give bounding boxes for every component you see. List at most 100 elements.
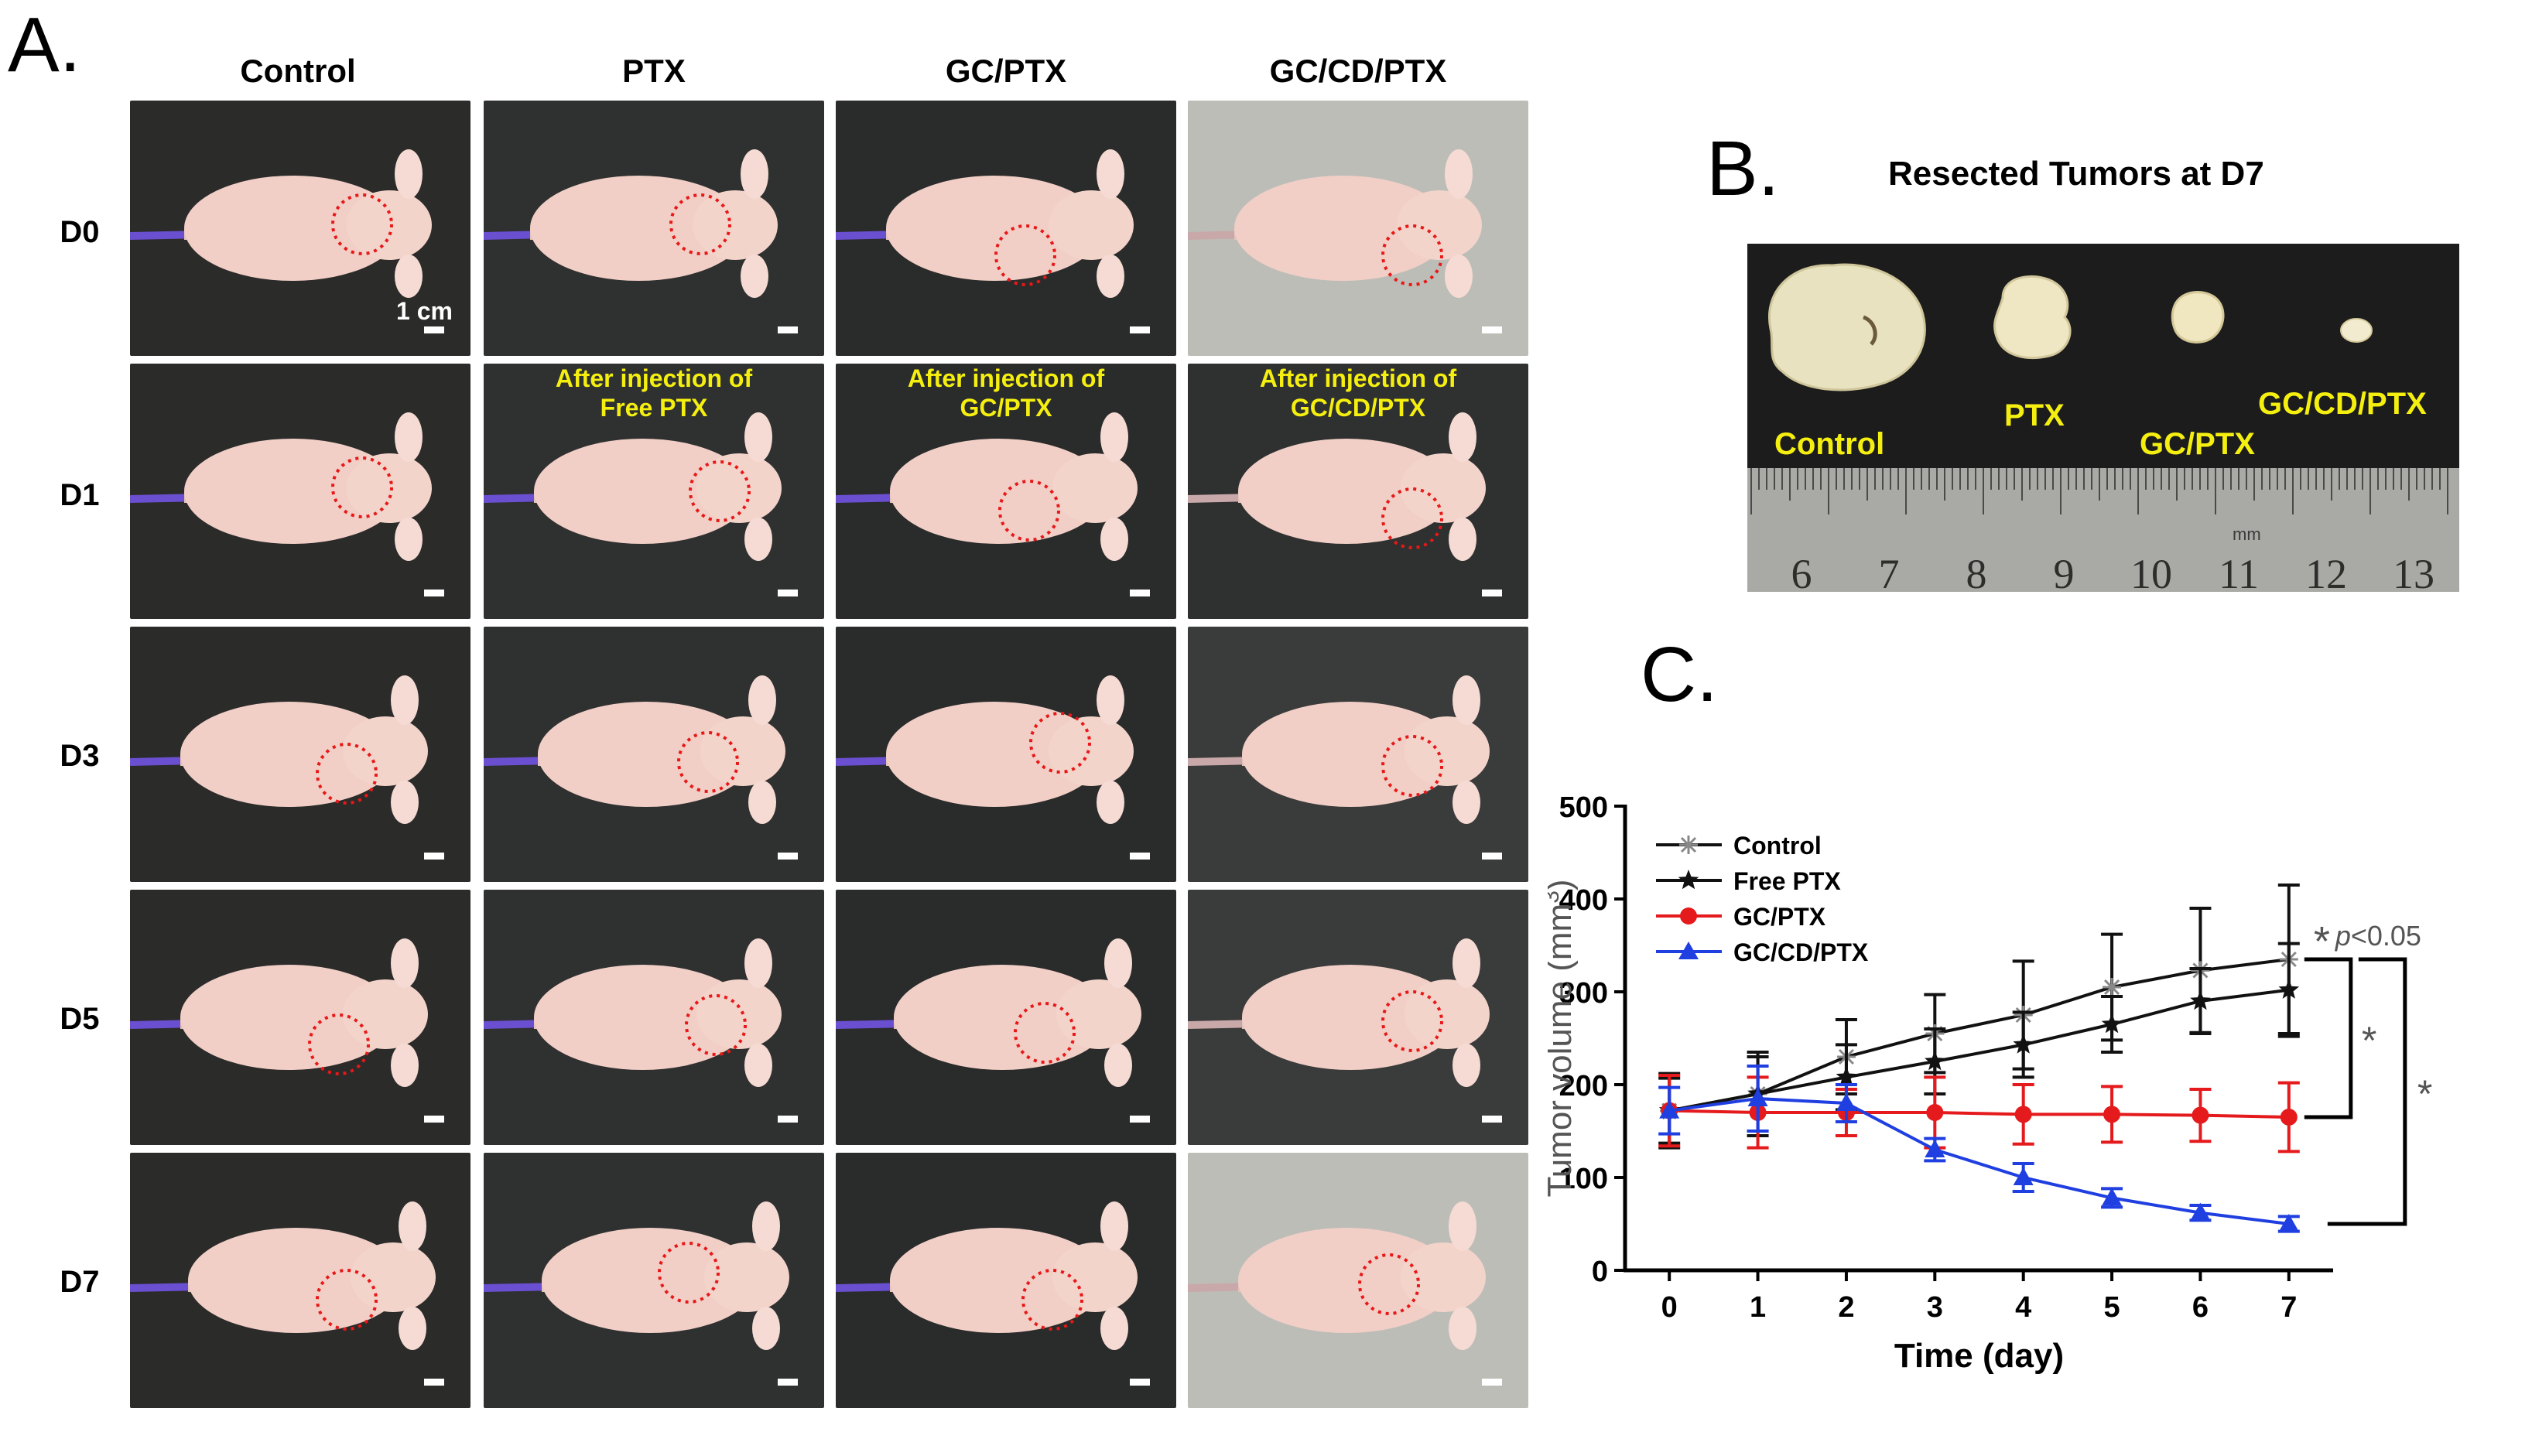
data-point: [2103, 1106, 2121, 1123]
tumor-control: [1768, 263, 1926, 391]
series-gc-ptx: [1658, 1074, 2300, 1154]
tumor-control-detail: [1862, 315, 1877, 346]
row-header-d0: D0: [60, 215, 100, 249]
tumor-label-gc-ptx: GC/PTX: [2140, 427, 2255, 461]
row-header-d7: D7: [60, 1265, 100, 1299]
legend-marker: [1678, 870, 1699, 890]
bracket-outer: [2327, 957, 2407, 1226]
significance-p-letter: p: [2335, 920, 2351, 952]
data-point: [1925, 1140, 1945, 1157]
ruler-number: 11: [2219, 551, 2259, 592]
data-point: [2278, 979, 2300, 999]
mouse-photo-gc-cd-ptx-d5: [1188, 890, 1528, 1145]
x-ticks: 0 1 2 3 4 5 6 7: [1661, 1270, 2297, 1324]
series-line: [1668, 988, 2290, 1113]
panel-c-letter: C.: [1641, 631, 1718, 718]
legend-label: Free PTX: [1733, 867, 1841, 895]
injection-note-free-ptx-line1: After injection of: [555, 364, 753, 392]
injection-note-gc-ptx-line2: GC/PTX: [960, 394, 1052, 422]
data-point: [1836, 1093, 1856, 1111]
significance-p-value: <0.05: [2351, 920, 2421, 952]
y-axis-title-sup: 3: [1548, 890, 1564, 904]
data-point: [2013, 1167, 2034, 1185]
panel-b-title: Resected Tumors at D7: [1888, 155, 2264, 193]
data-point: [1926, 1104, 1944, 1121]
injection-note-free-ptx: After injection of Free PTX: [484, 364, 824, 422]
x-tick-label: 2: [1838, 1291, 1854, 1324]
row-header-d1: D1: [60, 478, 100, 512]
ruler-number: 10: [2130, 551, 2172, 592]
x-tick-label: 1: [1750, 1291, 1766, 1324]
legend-label: Control: [1733, 832, 1822, 860]
mouse-photo-gc-ptx-d1: [836, 364, 1176, 619]
y-ticks: 0 100 200 300 400 500: [1559, 791, 1625, 1288]
ruler-number: 7: [1879, 551, 1900, 592]
row-header-d5: D5: [60, 1002, 100, 1036]
data-point: [1836, 1066, 1857, 1086]
ruler-number: 13: [2393, 551, 2434, 592]
mouse-photo-gc-ptx-d7: [836, 1153, 1176, 1408]
x-tick-label: 3: [1927, 1291, 1943, 1324]
mouse-photo-ptx-d1: [484, 364, 824, 619]
ruler-ticks: 6 7 8 9 10 11 12 13: [1750, 468, 2448, 592]
mouse-photo-gc-cd-ptx-d0: [1188, 101, 1528, 356]
x-tick-label: 5: [2103, 1291, 2120, 1324]
x-tick-label: 6: [2192, 1291, 2209, 1324]
column-header-gc-ptx: GC/PTX: [945, 53, 1067, 89]
mouse-photo-control-d1: [130, 364, 470, 619]
mouse-photo-gc-ptx-d3: [836, 627, 1176, 882]
series-gc-cd-ptx: [1658, 1065, 2300, 1233]
y-tick-label: 100: [1559, 1163, 1608, 1195]
chart-legend: Control Free PTX GC/PTX GC/CD/PTX: [1656, 832, 1869, 966]
ruler-number: 6: [1791, 551, 1812, 592]
data-point: [2190, 1202, 2211, 1221]
column-header-gc-cd-ptx: GC/CD/PTX: [1269, 53, 1447, 89]
mouse-photo-gc-cd-ptx-d1: [1188, 364, 1528, 619]
scale-bar-label: 1 cm: [396, 297, 453, 325]
x-tick-label: 0: [1661, 1291, 1678, 1324]
series-line: [1668, 958, 2290, 1113]
y-tick-label: 200: [1559, 1070, 1608, 1102]
data-point: [1747, 1089, 1768, 1106]
bracket-inner: [2304, 957, 2353, 1119]
data-point: [2192, 1106, 2209, 1124]
mouse-photo-control-d5: [130, 890, 470, 1145]
series-line: [1669, 1109, 2289, 1119]
x-tick-label: 4: [2015, 1291, 2031, 1324]
injection-note-gc-ptx: After injection of GC/PTX: [836, 364, 1176, 422]
data-point: [2278, 1214, 2299, 1232]
data-point: [2103, 978, 2122, 996]
ruler-number: 8: [1966, 551, 1987, 592]
x-axis-title: Time (day): [1894, 1337, 2064, 1375]
mouse-photo-gc-ptx-d0: [836, 101, 1176, 356]
injection-note-gc-ptx-line1: After injection of: [907, 364, 1105, 392]
mouse-photo-control-d3: [130, 627, 470, 882]
data-point: [2102, 1188, 2123, 1206]
injection-note-free-ptx-line2: Free PTX: [600, 394, 708, 422]
row-header-d3: D3: [60, 739, 100, 773]
panel-b-letter: B.: [1706, 125, 1780, 212]
y-axis-title-base: Tumor volume (mm: [1548, 904, 1579, 1198]
tumor-label-ptx: PTX: [2004, 398, 2065, 432]
y-tick-label: 300: [1559, 977, 1608, 1010]
legend-label: GC/PTX: [1733, 903, 1826, 931]
tumor-gc-ptx: [2171, 291, 2225, 343]
data-point: [2190, 990, 2211, 1010]
ruler-number: 12: [2305, 551, 2347, 592]
mouse-photo-gc-cd-ptx-d3: [1188, 627, 1528, 882]
data-point: [2014, 1106, 2032, 1123]
significance-p-star: *: [2314, 918, 2330, 965]
y-tick-label: 400: [1559, 884, 1608, 917]
mouse-photo-gc-cd-ptx-d7: [1188, 1153, 1528, 1408]
tumor-ptx: [1993, 275, 2072, 359]
series-line: [1668, 1096, 2290, 1225]
significance-annotations: * p<0.05 * *: [2304, 918, 2432, 1226]
legend-marker: [1678, 942, 1699, 959]
y-tick-label: 0: [1592, 1256, 1608, 1288]
mouse-photo-ptx-d7: [484, 1153, 824, 1408]
injection-note-gc-cd-ptx-line2: GC/CD/PTX: [1290, 394, 1426, 422]
column-header-control: Control: [240, 53, 356, 89]
mouse-photo-gc-ptx-d5: [836, 890, 1176, 1145]
resected-tumors-svg: 6 7 8 9 10 11 12 13: [1747, 263, 2459, 592]
tumor-label-gc-cd-ptx: GC/CD/PTX: [2258, 387, 2427, 421]
